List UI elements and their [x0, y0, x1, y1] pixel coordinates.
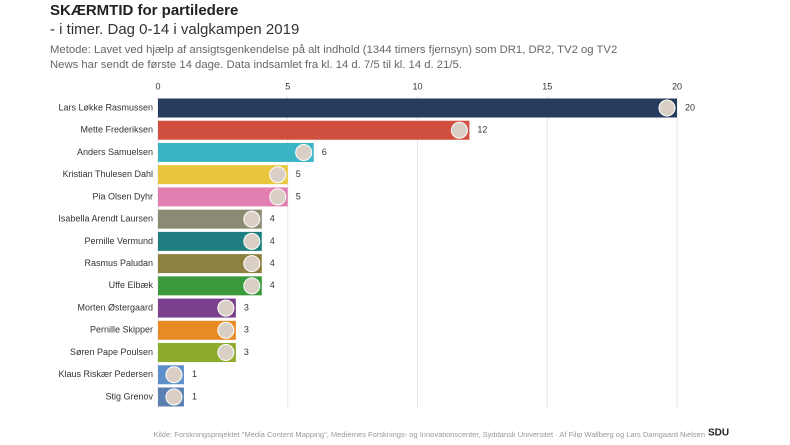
value-label: 4 — [270, 258, 275, 268]
y-tick-label: Mette Frederiksen — [80, 125, 153, 135]
portrait — [165, 366, 183, 384]
value-label: 5 — [296, 191, 301, 201]
value-label: 1 — [192, 391, 197, 401]
method-note: Metode: Lavet ved hjælp af ansigtsgenken… — [50, 44, 618, 71]
bar — [158, 165, 288, 185]
bar — [158, 254, 262, 274]
y-tick-label: Klaus Riskær Pedersen — [58, 369, 153, 379]
x-tick-label: 10 — [412, 81, 422, 91]
value-label: 1 — [192, 369, 197, 379]
bar — [158, 209, 262, 229]
y-tick-label: Pia Olsen Dyhr — [92, 191, 153, 201]
y-tick-label: Søren Pape Poulsen — [70, 347, 153, 357]
value-label: 4 — [270, 236, 275, 246]
portrait — [217, 344, 235, 362]
bar — [158, 276, 262, 296]
bar — [158, 320, 236, 340]
portrait — [269, 166, 287, 184]
bar — [158, 343, 236, 363]
bar — [158, 98, 677, 118]
portrait — [243, 232, 261, 250]
y-tick-label: Lars Løkke Rasmussen — [58, 102, 153, 112]
value-label: 12 — [477, 125, 487, 135]
y-tick-label: Morten Østergaard — [77, 302, 153, 312]
portrait — [217, 299, 235, 317]
bar — [158, 298, 236, 318]
bar — [158, 142, 314, 162]
portrait — [269, 188, 287, 206]
y-tick-label: Rasmus Paludan — [84, 258, 153, 268]
value-label: 20 — [685, 102, 695, 112]
y-tick-label: Kristian Thulesen Dahl — [63, 169, 153, 179]
y-tick-label: Isabella Arendt Laursen — [58, 214, 153, 224]
x-tick-label: 20 — [672, 81, 682, 91]
value-label: 4 — [270, 214, 275, 224]
x-tick-label: 15 — [542, 81, 552, 91]
x-tick-label: 5 — [285, 81, 290, 91]
chart-title: SKÆRMTID for partiledere — [50, 2, 239, 19]
portrait — [243, 210, 261, 228]
y-tick-label: Pernille Skipper — [90, 325, 153, 335]
bar — [158, 120, 470, 140]
y-tick-label: Uffe Elbæk — [109, 280, 154, 290]
portrait — [295, 143, 313, 161]
portrait — [243, 255, 261, 273]
bar — [158, 231, 262, 251]
x-tick-label: 0 — [155, 81, 160, 91]
portrait — [243, 277, 261, 295]
y-tick-label: Anders Samuelsen — [77, 147, 153, 157]
y-tick-label: Pernille Vermund — [84, 236, 153, 246]
value-label: 4 — [270, 280, 275, 290]
portrait — [165, 388, 183, 406]
portrait — [450, 121, 468, 139]
value-label: 5 — [296, 169, 301, 179]
value-label: 3 — [244, 302, 249, 312]
logo: SDU — [708, 428, 729, 439]
source: Kilde: Forskningsprojektet "Media Conten… — [153, 430, 705, 439]
value-label: 3 — [244, 347, 249, 357]
header: SKÆRMTID for partiledere - i timer. Dag … — [50, 2, 650, 73]
value-label: 3 — [244, 325, 249, 335]
value-label: 6 — [322, 147, 327, 157]
y-tick-label: Stig Grenov — [105, 391, 153, 401]
portrait — [217, 321, 235, 339]
portrait — [658, 99, 676, 117]
bar — [158, 187, 288, 207]
chart-subtitle: - i timer. Dag 0-14 i valgkampen 2019 — [50, 21, 300, 38]
